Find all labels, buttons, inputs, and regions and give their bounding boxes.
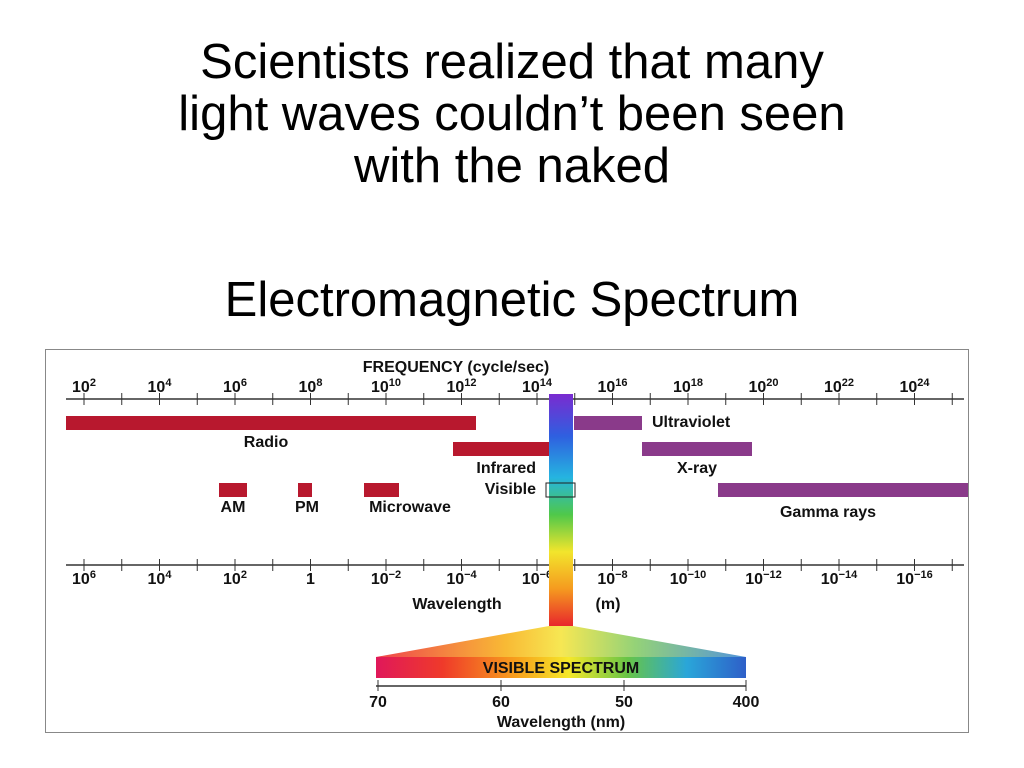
wavelength-tick-label: 10−14 [821, 569, 858, 588]
wavelength-tick-label: 10−12 [745, 569, 781, 588]
frequency-tick-label: 1010 [371, 377, 401, 396]
gamma-label: Gamma rays [780, 504, 876, 521]
frequency-tick-label: 1012 [446, 377, 476, 396]
frequency-ticks: 102 104 106 108 1010 1012 1014 1016 1018 1020 1022… [72, 377, 953, 405]
wavelength-tick-label: 104 [148, 569, 173, 588]
wavelength-tick-label: 10−4 [446, 569, 477, 588]
frequency-tick-label: 1020 [748, 377, 778, 396]
slide-title: Scientists realized that many light wave… [0, 36, 1024, 192]
em-spectrum-diagram: FREQUENCY (cycle/sec) 102 104 106 108 1010 10… [45, 349, 969, 733]
wavelength-ticks: 106 104 102 1 10−2 10−4 10−6 10−8 10−10 10−12 10−1… [72, 559, 953, 588]
visible-spectrum-label: VISIBLE SPECTRUM [483, 660, 639, 677]
radio-label: Radio [244, 434, 289, 451]
frequency-tick-label: 1024 [899, 377, 930, 396]
nm-tick-label: 60 [492, 694, 510, 711]
frequency-tick-label: 1014 [522, 377, 553, 396]
wavelength-tick-label: 102 [223, 569, 247, 588]
visible-column [549, 394, 573, 626]
frequency-tick-label: 104 [148, 377, 173, 396]
frequency-tick-label: 1018 [673, 377, 703, 396]
nm-axis-label: Wavelength (nm) [497, 714, 625, 731]
wavelength-label: Wavelength [412, 596, 501, 613]
radio-band [66, 416, 476, 430]
visible-marker [545, 482, 576, 498]
slide-subtitle: Electromagnetic Spectrum [224, 273, 800, 327]
pm-label: PM [295, 499, 319, 516]
frequency-tick-label: 106 [223, 377, 247, 396]
wavelength-tick-label: 10−10 [670, 569, 706, 588]
frequency-tick-label: 108 [299, 377, 323, 396]
wavelength-unit: (m) [596, 596, 621, 613]
nm-tick-label: 70 [369, 694, 387, 711]
wavelength-tick-label: 10−8 [597, 569, 627, 588]
wavelength-tick-label: 10−16 [896, 569, 932, 588]
nm-ticks: 70 60 50 400 [369, 680, 759, 711]
ultraviolet-band [574, 416, 642, 430]
am-band [219, 483, 247, 497]
gamma-band [718, 483, 968, 497]
am-label: AM [221, 499, 246, 516]
visible-spectrum-bar [376, 657, 746, 678]
wavelength-tick-label: 1 [306, 571, 315, 588]
xray-label: X-ray [677, 460, 717, 477]
visible-fan [376, 626, 746, 657]
frequency-header: FREQUENCY (cycle/sec) [363, 359, 549, 376]
nm-tick-label: 50 [615, 694, 633, 711]
ultraviolet-label: Ultraviolet [652, 414, 731, 431]
visible-label: Visible [485, 481, 536, 498]
infrared-band [453, 442, 550, 456]
microwave-band [364, 483, 399, 497]
xray-band [642, 442, 752, 456]
frequency-tick-label: 1022 [824, 377, 854, 396]
wavelength-tick-label: 106 [72, 569, 96, 588]
microwave-label: Microwave [369, 499, 451, 516]
frequency-tick-label: 102 [72, 377, 96, 396]
nm-tick-label: 400 [733, 694, 760, 711]
infrared-label: Infrared [476, 460, 536, 477]
title-line-3: with the naked [354, 139, 670, 193]
wavelength-tick-label: 10−6 [522, 569, 552, 588]
em-spectrum-svg: FREQUENCY (cycle/sec) 102 104 106 108 1010 10… [66, 359, 968, 731]
title-line-2: light waves couldn’t been seen [178, 87, 846, 141]
title-line-1: Scientists realized that many [200, 35, 824, 89]
pm-band [298, 483, 312, 497]
frequency-tick-label: 1016 [597, 377, 627, 396]
wavelength-tick-label: 10−2 [371, 569, 401, 588]
